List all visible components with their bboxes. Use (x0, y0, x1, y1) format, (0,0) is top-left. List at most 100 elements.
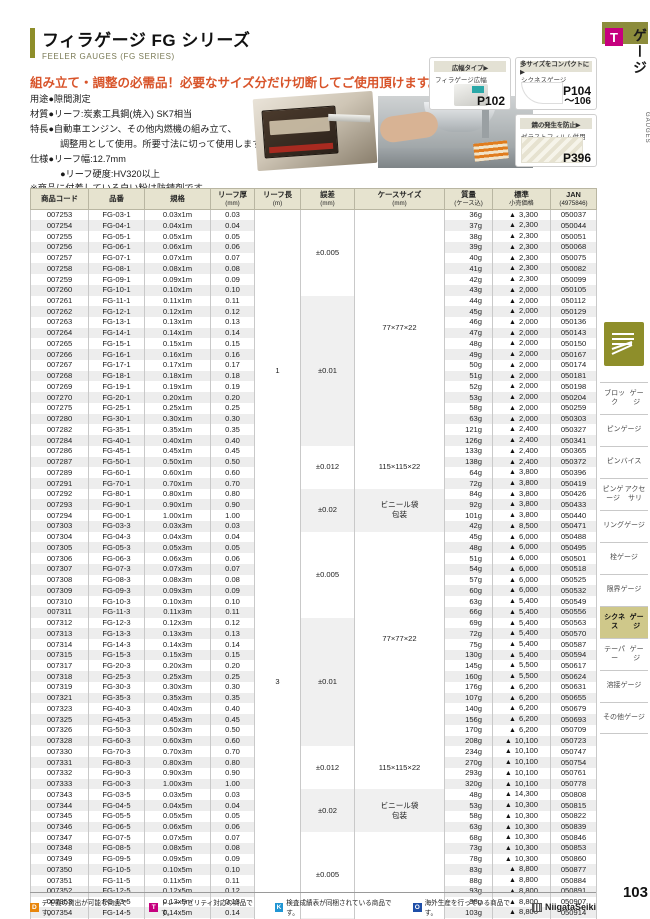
col-header-9: JAN (4975846) (550, 188, 597, 210)
cell-model: FG-25-3 (88, 671, 145, 682)
cell-leaf-thickness: 0.13 (210, 896, 255, 908)
price-triangle-icon: ▲ (509, 630, 516, 638)
cell-jan: 050136 (550, 316, 597, 328)
cell-weight: 145g (444, 660, 493, 672)
price-triangle-icon: ▲ (509, 512, 516, 520)
table-row: 007264 FG-14-1 0.14x1m 0.14 47g ▲ 2,000 050143 (30, 327, 597, 339)
cell-product-code: 007282 (30, 424, 89, 436)
cell-product-code: 007269 (30, 381, 89, 393)
crossref-box[interactable]: 錆の発生を防止▶ ゼラストフィルム併用 P396 (515, 114, 597, 167)
cell-price: ▲ 2,300 (492, 231, 551, 242)
cell-product-code: 007311 (30, 606, 89, 618)
cell-price: ▲ 6,000 (492, 553, 551, 564)
cell-jan: 050143 (550, 327, 597, 339)
cell-weight: 140g (444, 703, 493, 715)
cell-weight: 133g (444, 445, 493, 457)
spec-line-2: 特長●自動車エンジン、その他内燃機の組み立て、 (30, 123, 237, 134)
cell-jan: 050099 (550, 274, 597, 285)
cell-spec: 0.12x1m (144, 306, 211, 317)
cell-jan: 050884 (550, 875, 597, 886)
price-triangle-icon: ▲ (504, 759, 512, 767)
traceability-badge: T (605, 28, 623, 46)
cell-model: FG-60-1 (88, 467, 145, 478)
cell-spec: 0.40x1m (144, 435, 211, 446)
price-triangle-icon: ▲ (509, 555, 516, 563)
rail-item-3[interactable]: ピンゲージ アクセサリ (600, 478, 648, 510)
rail-item-1[interactable]: ピン ゲージ (600, 414, 648, 446)
cell-price: ▲ 2,300 (492, 241, 551, 253)
price-triangle-icon: ▲ (509, 372, 516, 380)
table-row: 007311 FG-11-3 0.11x3m 0.11 66g ▲ 5,400 050556 (30, 606, 597, 618)
cell-product-code: 007331 (30, 757, 89, 768)
crossref-page-range: 〜106 (564, 96, 591, 107)
cell-product-code: 007262 (30, 306, 89, 317)
cell-leaf-thickness: 0.14 (210, 639, 255, 650)
cell-spec: 0.14x1m (144, 327, 211, 339)
cell-weight: 84g (444, 488, 493, 500)
cell-jan: 050815 (550, 800, 597, 811)
cell-product-code: 007328 (30, 735, 89, 747)
cell-weight: 49g (444, 349, 493, 360)
cell-weight: 130g (444, 649, 493, 661)
cell-model: FG-45-1 (88, 445, 145, 457)
cell-jan: 050044 (550, 220, 597, 232)
cell-model: FG-03-1 (88, 209, 145, 221)
rail-item-9[interactable]: 溶接 ゲージ (600, 670, 648, 702)
rail-item-5[interactable]: 栓ゲージ (600, 542, 648, 574)
cell-leaf-thickness: 0.09 (210, 585, 255, 597)
crossref-caption: 錆の発生を防止▶ (520, 118, 592, 129)
cell-leaf-thickness: 0.90 (210, 767, 255, 779)
cell-spec: 0.10x5m (144, 864, 211, 876)
crossref-box[interactable]: 広幅タイプ▶ フィラゲージ広幅 P102 (429, 57, 511, 110)
rail-item-0[interactable]: ブロック ゲージ (600, 382, 648, 414)
crossref-box[interactable]: 多サイズをコンパクトに▶ シクネスゲージ P104 〜106 (515, 57, 597, 110)
spec-line-4: 仕様●リーフ幅:12.7mm (30, 153, 126, 164)
rail-item-2[interactable]: ピン バイス (600, 446, 648, 478)
cell-jan: 050808 (550, 789, 597, 801)
legend-item-3: O 海外生産を行っている商品です。 (412, 897, 519, 917)
cell-spec: 0.12x3m (144, 617, 211, 629)
rail-item-6[interactable]: 限界 ゲージ (600, 574, 648, 606)
cell-weight: 68g (444, 832, 493, 843)
cell-leaf-thickness: 0.06 (210, 821, 255, 833)
price-triangle-icon: ▲ (509, 286, 516, 294)
cell-product-code: 007326 (30, 724, 89, 736)
cell-spec: 0.50x3m (144, 724, 211, 736)
cell-spec: 0.05x5m (144, 810, 211, 822)
cell-spec: 0.04x5m (144, 800, 211, 811)
cell-model: FG-12-3 (88, 617, 145, 629)
table-row: 007292 FG-80-1 0.80x1m 0.80 ±0.02 ビニール袋 包装 84g ▲… (30, 488, 597, 532)
rail-item-7[interactable]: シクネス ゲージ (600, 606, 648, 638)
rail-item-10[interactable]: その他 ゲージ (600, 702, 648, 734)
col-header-7: 質量 (ケース込) (444, 188, 493, 210)
cell-price: ▲ 2,000 (492, 370, 551, 382)
cell-price: ▲ 2,000 (492, 402, 551, 414)
table-row: 007267 FG-17-1 0.17x1m 0.17 50g ▲ 2,000 050174 (30, 359, 597, 371)
cell-spec: 0.35x1m (144, 424, 211, 436)
col-header-5: 誤差 (mm) (300, 188, 355, 210)
table-row: 007305 FG-05-3 0.05x3m 0.05 48g ▲ 6,000 050495 (30, 542, 597, 554)
price-triangle-icon: ▲ (509, 522, 516, 530)
rail-item-8[interactable]: テーパー ゲージ (600, 638, 648, 670)
cell-leaf-thickness: 0.11 (210, 295, 255, 307)
cell-spec: 0.03x3m (144, 520, 211, 532)
rail-item-4[interactable]: リング ゲージ (600, 510, 648, 542)
cell-weight: 42g (444, 274, 493, 285)
cell-model: FG-13-1 (88, 316, 145, 328)
cell-weight: 57g (444, 574, 493, 586)
cell-weight: 60g (444, 585, 493, 597)
cell-tolerance: ±0.01 (300, 617, 355, 747)
price-triangle-icon: ▲ (509, 265, 516, 273)
table-row: 007308 FG-08-3 0.08x3m 0.08 57g ▲ 6,000 050525 (30, 574, 597, 586)
cell-model: FG-15-3 (88, 649, 145, 661)
price-triangle-icon: ▲ (509, 726, 516, 734)
cell-model: FG-00-1 (88, 510, 145, 521)
cell-price: ▲ 5,400 (492, 649, 551, 661)
cell-weight: 176g (444, 681, 493, 693)
cell-price: ▲ 3,800 (492, 478, 551, 489)
cell-model: FG-50-1 (88, 456, 145, 468)
cell-product-code: 007315 (30, 649, 89, 661)
crossref-caption: 多サイズをコンパクトに▶ (520, 61, 592, 76)
price-triangle-icon: ▲ (509, 458, 516, 466)
cell-price: ▲ 2,000 (492, 316, 551, 328)
